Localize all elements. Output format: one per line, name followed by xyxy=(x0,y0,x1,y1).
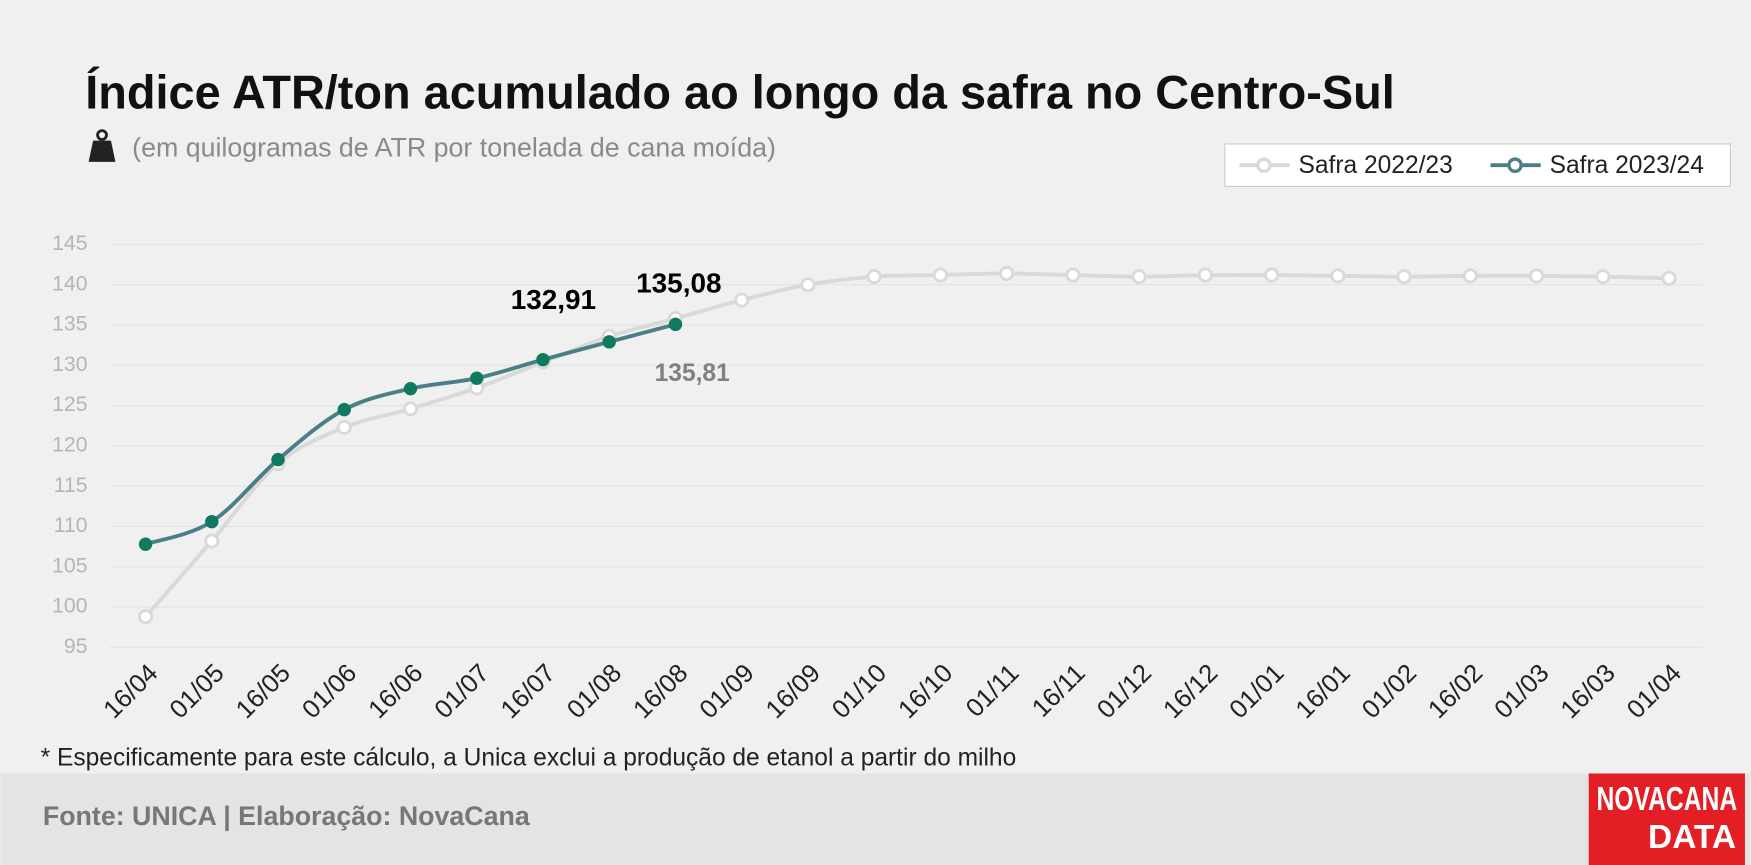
y-tick-label: 125 xyxy=(52,393,87,416)
logo-text: NOVACANA xyxy=(1597,781,1738,818)
data-point xyxy=(602,335,616,349)
y-tick-label: 105 xyxy=(52,554,87,577)
y-tick-label: 135 xyxy=(52,313,87,336)
y-tick-label: 145 xyxy=(52,232,87,255)
y-tick-label: 100 xyxy=(52,595,87,618)
data-point xyxy=(402,401,419,417)
logo-text: DATA xyxy=(1648,819,1736,856)
legend-label: Safra 2022/23 xyxy=(1299,152,1453,179)
data-point xyxy=(800,277,816,293)
data-point xyxy=(1595,269,1611,285)
weight-icon xyxy=(88,129,116,162)
legend-marker xyxy=(1256,157,1272,173)
data-point xyxy=(668,317,683,332)
data-point xyxy=(1330,268,1346,284)
data-label: 132,91 xyxy=(511,284,596,315)
y-tick-label: 110 xyxy=(54,514,88,537)
data-point xyxy=(1396,269,1412,285)
data-point xyxy=(1131,269,1147,285)
data-point xyxy=(1065,267,1081,283)
legend-marker xyxy=(1507,157,1523,173)
logo xyxy=(1588,773,1745,865)
data-point xyxy=(271,452,285,467)
data-point xyxy=(336,419,352,435)
data-point xyxy=(403,381,418,396)
data-point xyxy=(932,267,948,283)
data-point xyxy=(337,402,351,417)
footer-band xyxy=(0,773,1751,865)
y-tick-label: 140 xyxy=(52,272,87,295)
data-point xyxy=(1197,267,1213,283)
data-point xyxy=(734,292,750,308)
data-point xyxy=(205,514,219,529)
data-point xyxy=(1529,268,1545,284)
source: Fonte: UNICA | Elaboração: NovaCana xyxy=(43,801,531,831)
legend-label: Safra 2023/24 xyxy=(1550,152,1704,179)
y-tick-label: 115 xyxy=(54,474,88,497)
data-point xyxy=(138,609,154,625)
footnote: * Especificamente para este cálculo, a U… xyxy=(41,744,1017,771)
data-label: 135,08 xyxy=(636,268,721,299)
legend-box xyxy=(1224,143,1732,187)
chart-title: Índice ATR/ton acumulado ao longo da saf… xyxy=(85,66,1395,118)
data-point xyxy=(1462,268,1478,284)
data-point xyxy=(1661,270,1677,286)
data-point xyxy=(866,269,882,285)
data-point xyxy=(138,537,153,551)
data-point xyxy=(204,533,220,549)
data-label: 135,81 xyxy=(655,360,730,387)
y-tick-label: 120 xyxy=(52,433,87,456)
y-tick-label: 130 xyxy=(52,353,87,376)
chart-subtitle: (em quilogramas de ATR por tonelada de c… xyxy=(132,133,776,163)
data-point xyxy=(1264,267,1280,283)
data-point xyxy=(536,352,550,367)
data-point xyxy=(999,265,1015,281)
data-point xyxy=(470,371,484,385)
y-tick-label: 95 xyxy=(64,635,88,658)
